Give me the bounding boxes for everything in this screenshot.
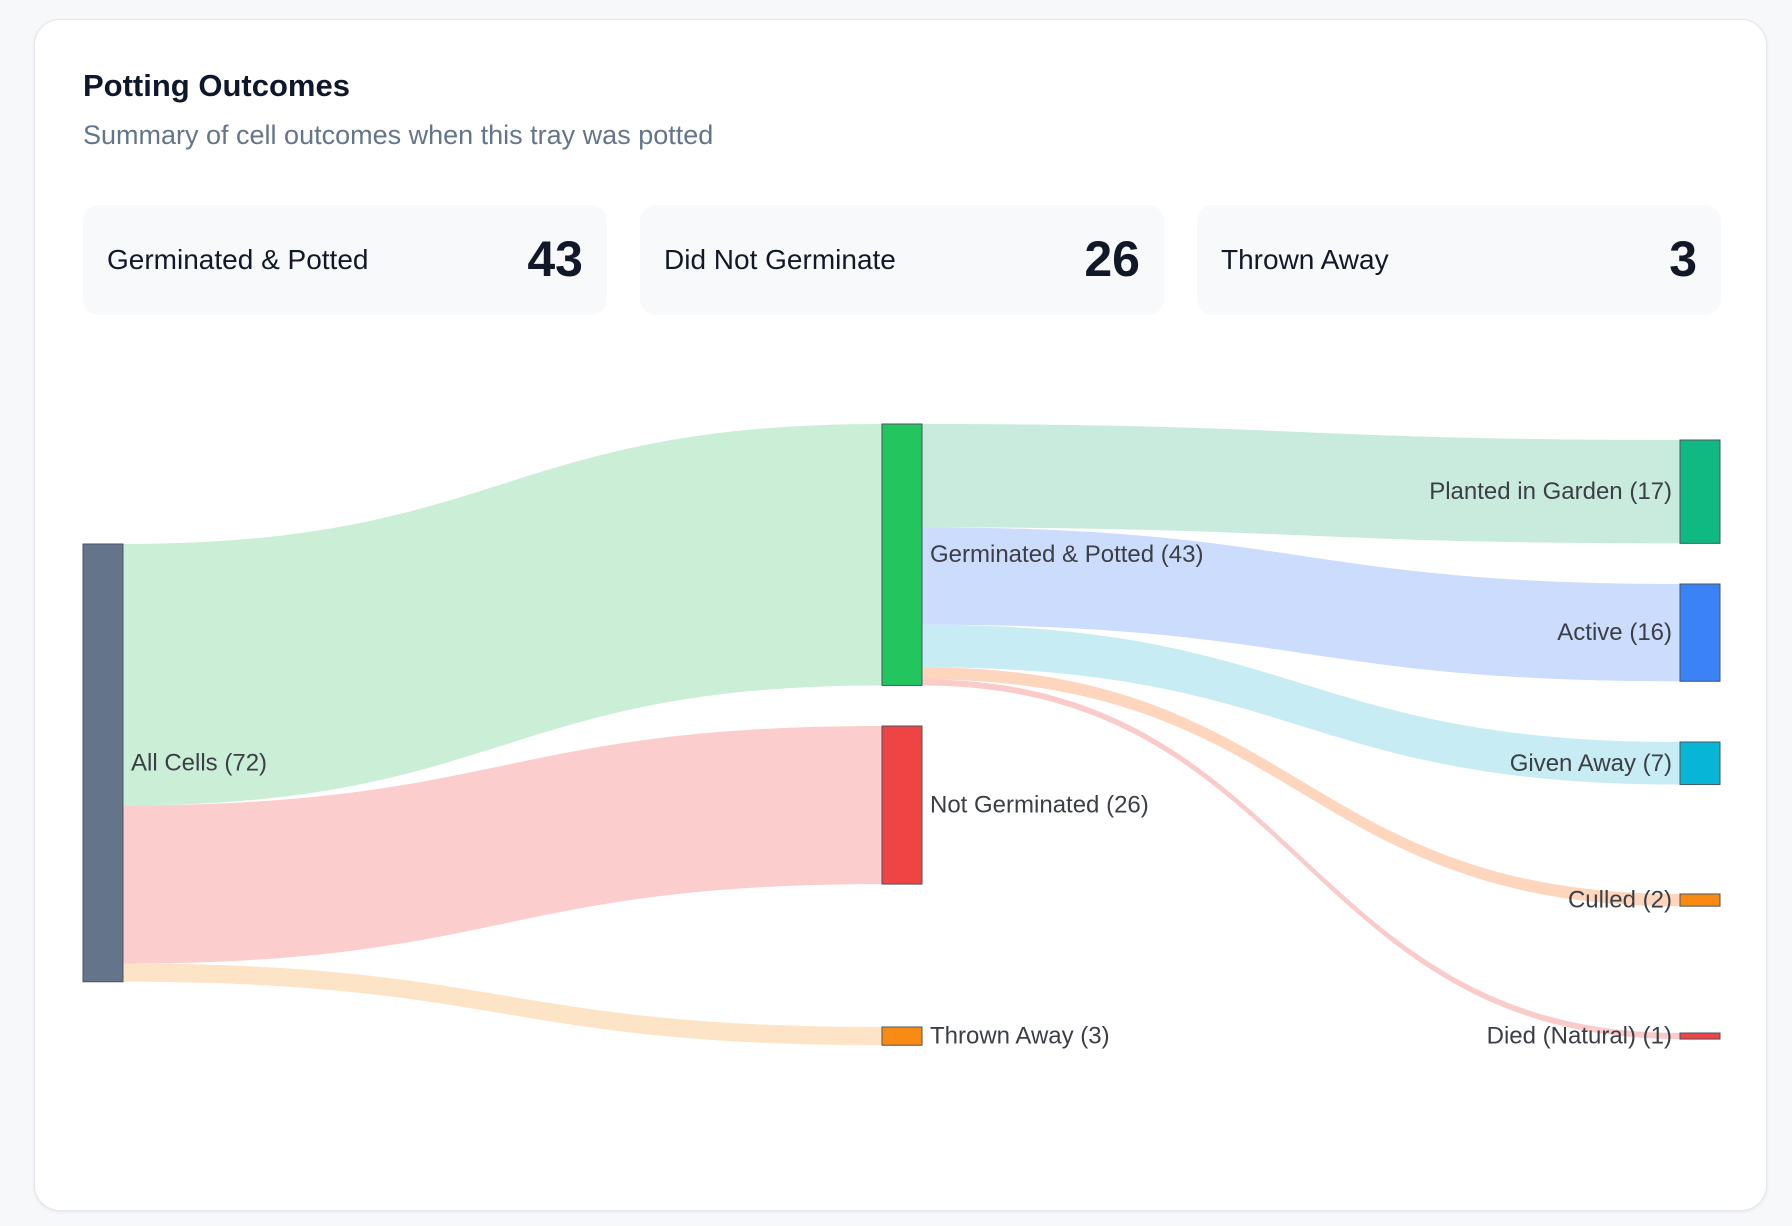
stat-label: Thrown Away [1221,244,1389,275]
sankey-link-all-to-notgerm [123,726,882,964]
sankey-node-garden [1679,439,1721,544]
sankey-link-germ-to-active [922,527,1680,682]
sankey-labels: All Cells (72) Germinated & Potted (43) No… [131,478,1672,1049]
sankey-link-all-to-germ [123,424,882,806]
sankey-node-culled [1679,893,1721,907]
sankey-label-given: Given Away (7) [1510,750,1672,777]
sankey-link-germ-to-garden [922,424,1680,544]
sankey-node-active [1679,583,1721,682]
stat-tile-germinated: Germinated & Potted 43 [83,205,607,315]
sankey-nodes [82,423,1721,1046]
card-title: Potting Outcomes [83,68,350,103]
sankey-label-thrown: Thrown Away (3) [930,1023,1110,1050]
sankey-link-all-to-thrown [123,963,882,1046]
sankey-node-notgerm [881,725,923,885]
stat-tiles: Germinated & Potted 43 Did Not Germinate… [83,205,1721,315]
stat-value: 26 [1084,231,1140,287]
sankey-link-germ-to-given [922,624,1680,785]
stat-value: 3 [1669,231,1697,287]
card-subtitle: Summary of cell outcomes when this tray … [83,120,714,150]
stat-tile-not-germinated: Did Not Germinate 26 [640,205,1164,315]
sankey-node-died [1679,1032,1721,1040]
stat-label: Did Not Germinate [664,244,896,275]
stat-label: Germinated & Potted [107,244,369,275]
sankey-link-germ-to-culled [922,667,1680,907]
sankey-label-culled: Culled (2) [1568,887,1672,914]
sankey-label-died: Died (Natural) (1) [1487,1023,1672,1050]
sankey-label-all: All Cells (72) [131,749,267,776]
sankey-node-thrown [881,1026,923,1046]
sankey-links [123,424,1680,1046]
stat-value: 43 [527,231,583,287]
sankey-node-given [1679,741,1721,786]
sankey-label-germ: Germinated & Potted (43) [930,541,1203,568]
sankey-node-all [82,543,124,983]
sankey-label-active: Active (16) [1557,619,1672,646]
sankey-label-notgerm: Not Germinated (26) [930,792,1149,819]
sankey-link-germ-to-died [922,679,1680,1040]
stat-tile-thrown-away: Thrown Away 3 [1197,205,1721,315]
sankey-node-germ [881,423,923,686]
sankey-label-garden: Planted in Garden (17) [1429,478,1672,505]
